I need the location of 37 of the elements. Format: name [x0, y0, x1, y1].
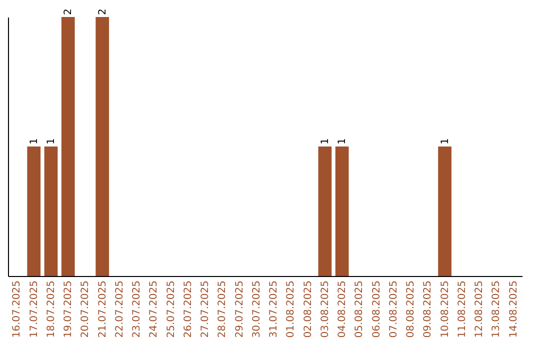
x-tick-label: 29.07.2025	[234, 280, 246, 338]
x-tick-label: 10.08.2025	[440, 280, 451, 338]
x-tick-label: 26.07.2025	[182, 280, 194, 338]
x-tick-label: 13.08.2025	[491, 280, 502, 338]
x-tick-label: 08.08.2025	[406, 280, 417, 338]
x-tick-label: 05.08.2025	[354, 280, 366, 338]
x-tick-label: 12.08.2025	[474, 280, 486, 338]
data-label: 1	[337, 138, 348, 144]
x-tick-label: 28.07.2025	[217, 280, 228, 338]
x-tick-label: 04.08.2025	[337, 280, 348, 338]
x-tick-label: 27.07.2025	[200, 280, 212, 338]
x-tick-label: 19.07.2025	[63, 280, 74, 338]
x-tick-label: 02.08.2025	[302, 280, 314, 338]
data-label: 2	[97, 8, 108, 15]
x-tick-label: 09.08.2025	[422, 280, 434, 338]
data-label: 1	[46, 138, 57, 144]
x-tick-label: 23.07.2025	[132, 280, 143, 338]
x-tick-label: 11.08.2025	[456, 280, 468, 338]
x-tick-label: 30.07.2025	[251, 280, 262, 338]
x-tick-label: 22.07.2025	[114, 280, 126, 338]
x-tick-label: 20.07.2025	[80, 280, 92, 338]
x-tick-label: 01.08.2025	[286, 280, 297, 338]
x-tick-label: 21.07.2025	[97, 280, 108, 338]
x-tick-label: 31.07.2025	[268, 280, 280, 338]
x-tick-label: 03.08.2025	[320, 280, 331, 338]
data-label: 1	[28, 138, 40, 144]
data-label: 1	[320, 138, 331, 144]
x-tick-label: 17.07.2025	[28, 280, 40, 338]
x-tick-label: 24.07.2025	[148, 280, 160, 338]
x-tick-label: 16.07.2025	[12, 280, 23, 338]
x-tick-label: 25.07.2025	[166, 280, 177, 338]
x-tick-label: 18.07.2025	[46, 280, 57, 338]
x-tick-label: 06.08.2025	[371, 280, 382, 338]
x-tick-label: 07.08.2025	[388, 280, 400, 338]
data-label: 2	[63, 8, 74, 15]
data-label: 1	[440, 138, 451, 144]
x-tick-label: 14.08.2025	[508, 280, 520, 338]
